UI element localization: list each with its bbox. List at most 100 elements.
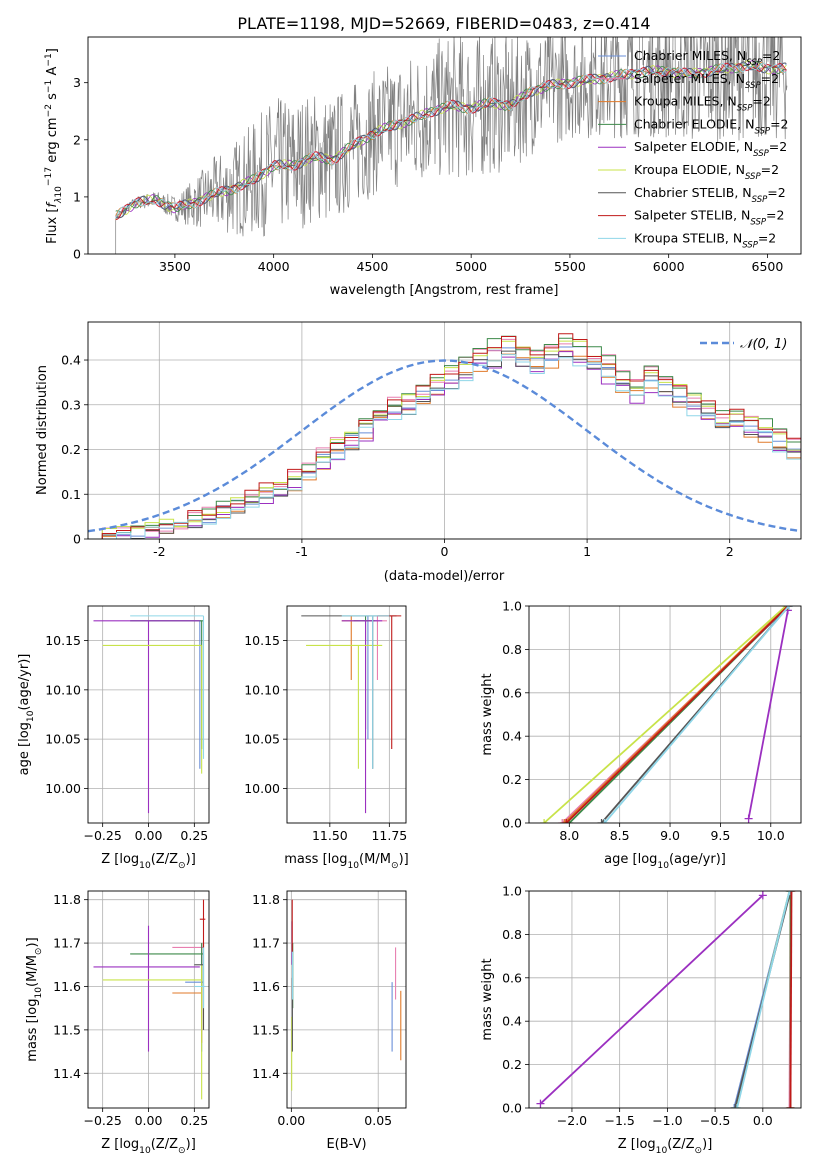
y-tick-label: 11.7 <box>252 936 280 951</box>
x-tick-label: 9.0 <box>660 828 680 843</box>
x-axis-label-part: )] <box>702 1137 712 1152</box>
x-axis-label-part: (Z/Z <box>151 852 178 867</box>
x-tick-label: 0.00 <box>277 1113 305 1128</box>
y-axis-label-part: Flux [ <box>45 208 60 244</box>
y-tick-label: 0.3 <box>61 397 81 412</box>
x-axis-label-part: )] <box>186 852 196 867</box>
cumulative-marker <box>744 814 753 823</box>
x-tick-label: 0.00 <box>135 828 163 843</box>
y-tick-label: 0.4 <box>502 1014 522 1029</box>
model-spectrum-6 <box>115 61 787 219</box>
y-tick-label: 0 <box>73 247 81 262</box>
panel-mass_vs_Z: −0.25 0.00 0.25 11.4 11.5 11.6 11.7 11.8 <box>53 890 210 1128</box>
x-tick-label: 0 <box>441 544 449 559</box>
y-axis-label-part: (age/yr)] <box>17 654 32 711</box>
y-tick-label: 10.00 <box>45 781 81 796</box>
y-tick-label: 0.0 <box>502 1101 522 1116</box>
cumulative-marker <box>560 819 569 823</box>
x-tick-label: -2 <box>153 544 165 559</box>
y-tick-label: 11.6 <box>252 979 280 994</box>
y-tick-label: 11.5 <box>53 1022 81 1037</box>
x-axis-label-part: )] <box>399 852 409 867</box>
x-axis-label: wavelength [Angstrom, rest frame] <box>330 283 559 298</box>
x-axis-label-part: (data-model)/error <box>384 569 505 584</box>
legend-label: Chabrier MILES, NSSP=2 <box>634 48 780 68</box>
x-axis-label-part: ⊙ <box>178 861 186 871</box>
cumulative-series-8 <box>736 891 791 1108</box>
legend-label-name: Kroupa MILES, N <box>634 94 737 109</box>
cumulative-marker <box>785 1104 794 1108</box>
x-tick-label: 3500 <box>159 259 191 274</box>
cumulative-marker <box>540 819 549 823</box>
y-tick-label: 11.5 <box>252 1022 280 1037</box>
y-axis-label-part: A <box>45 67 60 80</box>
cumulative-marker <box>786 891 795 895</box>
x-axis-label-part: 10 <box>139 1146 151 1156</box>
panel-residuals: -2 -1 0 1 2 0 0.1 0.2 0.3 0.4 <box>61 321 802 559</box>
y-tick-label: 11.4 <box>53 1066 81 1081</box>
cumulative-marker <box>758 891 767 900</box>
y-tick-label: 1.0 <box>502 599 522 614</box>
y-tick-label: 10.00 <box>244 781 280 796</box>
y-axis-label-part: mass weight <box>480 958 495 1040</box>
y-axis-label-part: 10 <box>26 710 36 722</box>
y-tick-label: 2 <box>73 132 81 147</box>
legend-label-suffix: =2 <box>758 230 776 245</box>
y-axis-label-part: λ <box>54 198 64 204</box>
model-spectrum-8 <box>115 62 787 219</box>
histogram-series-1 <box>88 338 801 539</box>
axes-frame <box>87 605 210 824</box>
y-tick-label: 1 <box>73 189 81 204</box>
x-tick-label: -1 <box>296 544 308 559</box>
y-axis-label-part: s <box>45 93 60 104</box>
histogram-series-8 <box>88 354 801 539</box>
legend-label-suffix: =2 <box>761 71 779 86</box>
x-axis-label-part: (Z/Z <box>151 1137 178 1152</box>
axes-frame <box>528 890 802 1109</box>
x-axis-label: Z [log10(Z/Z⊙)] <box>618 1137 713 1156</box>
y-axis-label-part: ⊙ <box>34 947 44 955</box>
y-tick-label: 11.8 <box>53 892 81 907</box>
y-tick-label: 10.15 <box>244 633 280 648</box>
x-tick-label: 11.75 <box>371 828 407 843</box>
x-axis-label-part: E(B-V) <box>326 1137 366 1152</box>
legend-label-name: Chabrier MILES, N <box>634 48 746 63</box>
x-tick-label: −0.5 <box>700 1113 730 1128</box>
x-axis-label: Z [log10(Z/Z⊙)] <box>101 1137 196 1156</box>
y-axis-label-part: (M/M <box>25 955 40 987</box>
x-tick-label: 10.0 <box>757 828 785 843</box>
legend-label-sub: SSP <box>737 104 753 114</box>
x-tick-label: 0.05 <box>364 1113 392 1128</box>
x-axis-label-part: Z [log <box>101 1137 139 1152</box>
cumulative-marker <box>730 1104 739 1108</box>
plot-area <box>287 891 406 1108</box>
y-axis-label: Normed distribution <box>35 365 50 495</box>
y-axis-label: mass weight <box>480 958 495 1040</box>
cumulative-series-4 <box>747 610 789 819</box>
x-tick-label: 4500 <box>357 259 389 274</box>
x-axis-label-part: (M/M <box>359 852 391 867</box>
plot-area <box>529 891 801 1108</box>
x-tick-label: 9.5 <box>710 828 730 843</box>
cumulative-marker <box>562 819 571 823</box>
y-axis-label-part: erg cm <box>45 117 60 166</box>
x-axis-label-part: mass [log <box>284 852 347 867</box>
legend-label: Kroupa ELODIE, NSSP=2 <box>634 162 779 182</box>
x-tick-label: −1.5 <box>604 1113 634 1128</box>
legend-label-suffix: =2 <box>761 162 779 177</box>
plot-area <box>88 891 209 1108</box>
x-axis-label-part: Z [log <box>618 1137 656 1152</box>
y-tick-label: 11.7 <box>53 936 81 951</box>
x-axis-label-part: 10 <box>347 861 359 871</box>
y-tick-label: 0.2 <box>61 442 81 457</box>
legend-label-name: Kroupa STELIB, N <box>634 230 742 245</box>
x-tick-label: 1 <box>583 544 591 559</box>
x-axis-label-part: 10 <box>656 1146 668 1156</box>
legend-label-suffix: =2 <box>769 139 787 154</box>
cumulative-marker <box>536 1099 545 1108</box>
y-tick-label: 0.2 <box>502 1057 522 1072</box>
y-tick-label: 11.6 <box>53 979 81 994</box>
axes-frame <box>528 605 802 824</box>
